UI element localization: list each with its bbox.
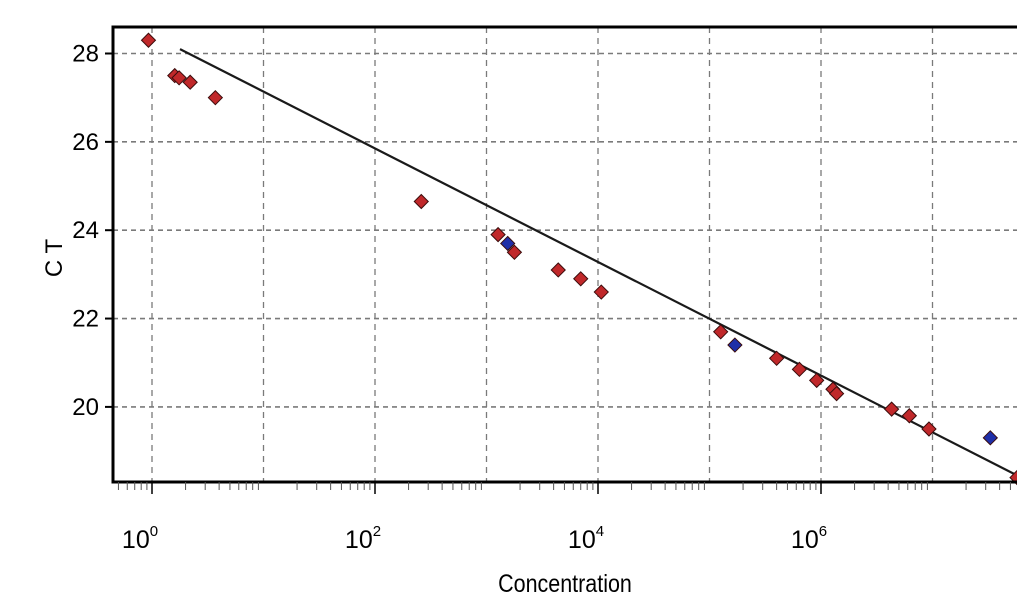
standard-point	[791, 361, 808, 378]
standard-point	[712, 324, 729, 340]
standard-point	[593, 284, 609, 300]
standard-point	[550, 262, 566, 278]
y-tick-label: 22	[72, 306, 99, 333]
unknown-sample-point	[500, 235, 516, 252]
standard-point	[921, 421, 937, 437]
x-tick-label: 100	[122, 523, 158, 554]
regression-line	[179, 48, 1017, 477]
x-axis-ticks: 100 102 104 106	[117, 482, 1011, 554]
standard-point	[171, 70, 187, 86]
standard-point	[140, 32, 157, 48]
standard-point	[828, 385, 845, 402]
standard-point	[506, 244, 523, 260]
y-tick-label: 28	[72, 41, 99, 68]
y-axis-ticks: 20 22 24 26 28	[72, 41, 113, 421]
standard-point	[768, 350, 785, 367]
x-axis-label: Concentration	[498, 569, 632, 597]
standard-point	[573, 271, 589, 287]
standard-point	[490, 226, 506, 243]
plot-frame	[111, 25, 1017, 484]
y-tick-label: 24	[72, 217, 99, 244]
regression-line-layer	[179, 48, 1017, 477]
standard-point	[808, 372, 825, 389]
grid-lines	[113, 27, 1017, 482]
y-axis-label: C T	[41, 239, 68, 278]
x-tick-label: 106	[791, 523, 827, 554]
unknown-sample-point	[727, 337, 743, 353]
standard-point	[901, 408, 918, 424]
x-tick-label: 104	[568, 523, 604, 554]
axis-frame	[111, 25, 1017, 484]
standard-point	[883, 401, 900, 417]
y-tick-label: 26	[72, 129, 99, 156]
unknown-sample-point	[982, 430, 999, 446]
standard-point	[182, 74, 198, 90]
x-tick-label: 102	[345, 523, 381, 554]
data-points	[140, 32, 1017, 486]
y-tick-label: 20	[72, 394, 99, 421]
standard-point	[413, 193, 429, 210]
standard-point	[207, 89, 224, 106]
